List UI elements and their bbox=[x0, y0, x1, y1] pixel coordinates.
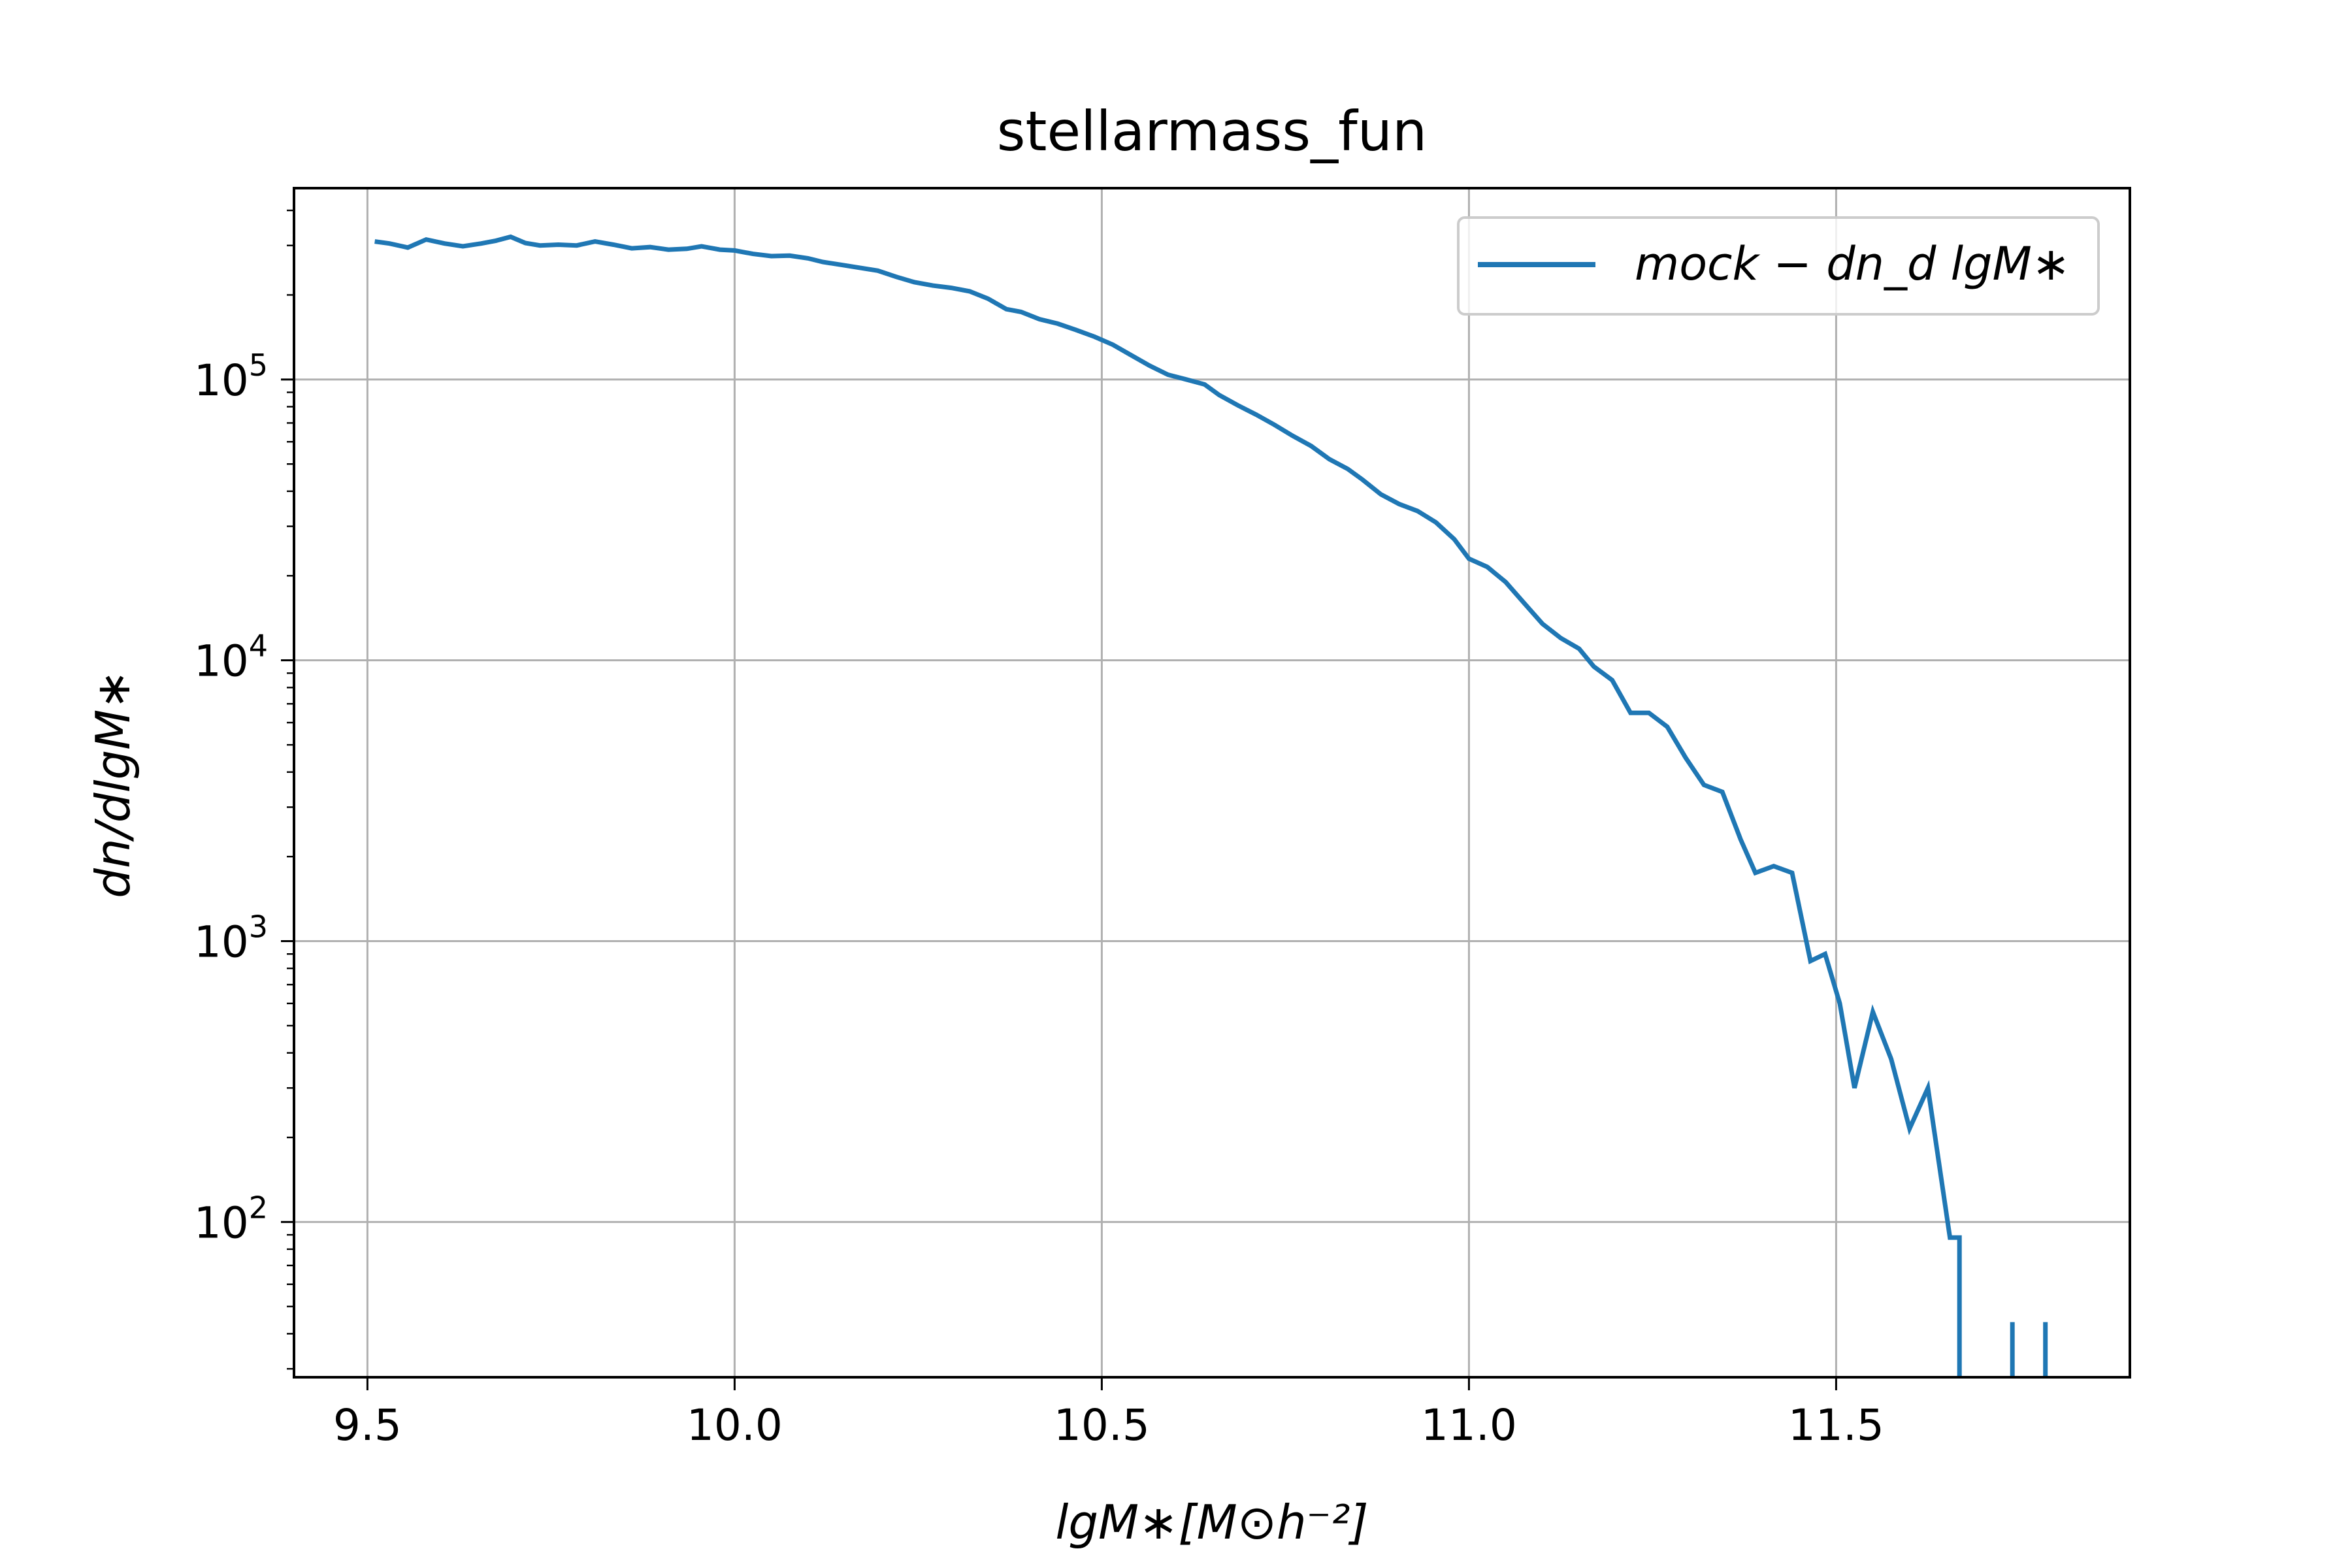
series-line bbox=[374, 234, 1962, 1377]
y-axis-label: dn/dlgM∗ bbox=[86, 670, 140, 898]
x-axis-label: lgM∗[M⊙h⁻²] bbox=[1055, 1495, 1368, 1550]
chart-title: stellarmass_fun bbox=[997, 99, 1427, 163]
legend-box bbox=[1457, 216, 2100, 316]
y-tick-label: 104 bbox=[194, 629, 268, 687]
plot-frame bbox=[293, 187, 2131, 1379]
legend-label: mock − dn_d lgM∗ bbox=[1635, 237, 2070, 291]
x-tick-label: 11.5 bbox=[1788, 1400, 1884, 1450]
y-tick-label: 105 bbox=[194, 348, 268, 406]
series-layer bbox=[374, 234, 2048, 1377]
legend: mock − dn_d lgM∗ bbox=[1457, 216, 2100, 316]
x-tick-label: 9.5 bbox=[333, 1400, 402, 1450]
x-tick-label: 10.5 bbox=[1054, 1400, 1150, 1450]
y-tick-label: 103 bbox=[194, 909, 268, 968]
y-tick-label: 102 bbox=[194, 1190, 268, 1248]
x-tick-label: 11.0 bbox=[1421, 1400, 1517, 1450]
x-tick-label: 10.0 bbox=[687, 1400, 783, 1450]
x-axis: 9.5 10.0 10.5 11.0 11.5 bbox=[333, 1377, 1884, 1450]
grid bbox=[294, 188, 2130, 1377]
y-axis: 102 103 104 105 bbox=[194, 348, 294, 1248]
